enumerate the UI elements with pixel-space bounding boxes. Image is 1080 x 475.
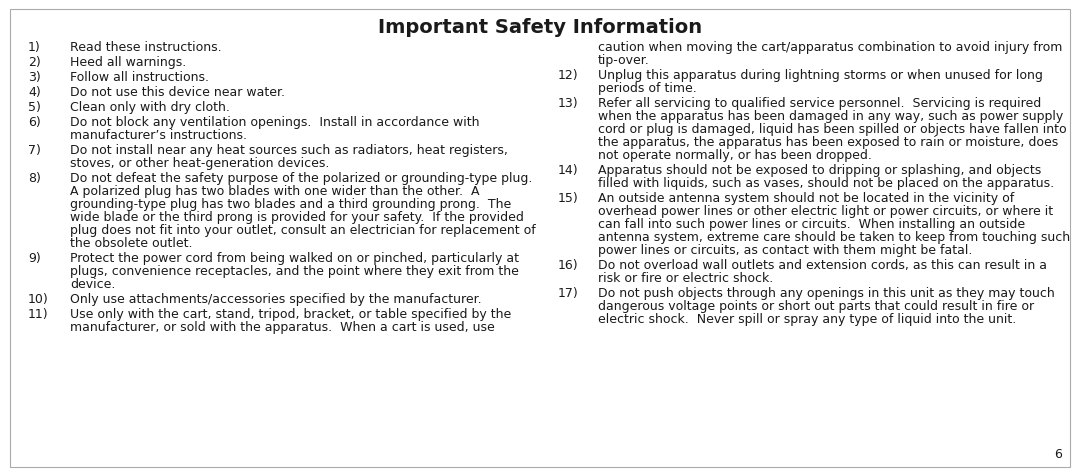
Text: manufacturer’s instructions.: manufacturer’s instructions. bbox=[70, 129, 247, 142]
Text: 5): 5) bbox=[28, 101, 41, 114]
Text: 12): 12) bbox=[558, 69, 579, 82]
Text: Apparatus should not be exposed to dripping or splashing, and objects: Apparatus should not be exposed to dripp… bbox=[598, 164, 1041, 177]
Text: grounding-type plug has two blades and a third grounding prong.  The: grounding-type plug has two blades and a… bbox=[70, 198, 511, 211]
Text: 15): 15) bbox=[558, 192, 579, 205]
Text: A polarized plug has two blades with one wider than the other.  A: A polarized plug has two blades with one… bbox=[70, 185, 480, 198]
Text: Do not defeat the safety purpose of the polarized or grounding-type plug.: Do not defeat the safety purpose of the … bbox=[70, 172, 532, 185]
Text: Do not push objects through any openings in this unit as they may touch: Do not push objects through any openings… bbox=[598, 287, 1055, 300]
Text: 6: 6 bbox=[1054, 448, 1062, 461]
Text: not operate normally, or has been dropped.: not operate normally, or has been droppe… bbox=[598, 149, 872, 162]
Text: 17): 17) bbox=[558, 287, 579, 300]
Text: Clean only with dry cloth.: Clean only with dry cloth. bbox=[70, 101, 230, 114]
Text: Use only with the cart, stand, tripod, bracket, or table specified by the: Use only with the cart, stand, tripod, b… bbox=[70, 308, 511, 321]
Text: cord or plug is damaged, liquid has been spilled or objects have fallen into: cord or plug is damaged, liquid has been… bbox=[598, 123, 1067, 136]
Text: wide blade or the third prong is provided for your safety.  If the provided: wide blade or the third prong is provide… bbox=[70, 211, 524, 224]
Text: electric shock.  Never spill or spray any type of liquid into the unit.: electric shock. Never spill or spray any… bbox=[598, 313, 1016, 326]
Text: 7): 7) bbox=[28, 144, 41, 157]
Text: caution when moving the cart/apparatus combination to avoid injury from: caution when moving the cart/apparatus c… bbox=[598, 41, 1063, 54]
Text: 13): 13) bbox=[558, 97, 579, 110]
Text: Do not install near any heat sources such as radiators, heat registers,: Do not install near any heat sources suc… bbox=[70, 144, 508, 157]
Text: plug does not fit into your outlet, consult an electrician for replacement of: plug does not fit into your outlet, cons… bbox=[70, 224, 536, 237]
Text: power lines or circuits, as contact with them might be fatal.: power lines or circuits, as contact with… bbox=[598, 244, 972, 257]
Text: 3): 3) bbox=[28, 71, 41, 84]
Text: when the apparatus has been damaged in any way, such as power supply: when the apparatus has been damaged in a… bbox=[598, 110, 1063, 123]
Text: 9): 9) bbox=[28, 252, 41, 265]
Text: overhead power lines or other electric light or power circuits, or where it: overhead power lines or other electric l… bbox=[598, 205, 1053, 218]
Text: plugs, convenience receptacles, and the point where they exit from the: plugs, convenience receptacles, and the … bbox=[70, 265, 518, 278]
Text: dangerous voltage points or short out parts that could result in fire or: dangerous voltage points or short out pa… bbox=[598, 300, 1035, 313]
Text: tip-over.: tip-over. bbox=[598, 54, 650, 67]
Text: Only use attachments/accessories specified by the manufacturer.: Only use attachments/accessories specifi… bbox=[70, 293, 482, 306]
Text: Heed all warnings.: Heed all warnings. bbox=[70, 56, 186, 69]
Text: the apparatus, the apparatus has been exposed to rain or moisture, does: the apparatus, the apparatus has been ex… bbox=[598, 136, 1058, 149]
Text: 16): 16) bbox=[558, 259, 579, 272]
Text: device.: device. bbox=[70, 278, 116, 291]
Text: stoves, or other heat-generation devices.: stoves, or other heat-generation devices… bbox=[70, 157, 329, 170]
Text: can fall into such power lines or circuits.  When installing an outside: can fall into such power lines or circui… bbox=[598, 218, 1025, 231]
Text: An outside antenna system should not be located in the vicinity of: An outside antenna system should not be … bbox=[598, 192, 1014, 205]
Text: 4): 4) bbox=[28, 86, 41, 99]
Text: 2): 2) bbox=[28, 56, 41, 69]
Text: antenna system, extreme care should be taken to keep from touching such: antenna system, extreme care should be t… bbox=[598, 231, 1070, 244]
Text: Do not overload wall outlets and extension cords, as this can result in a: Do not overload wall outlets and extensi… bbox=[598, 259, 1047, 272]
Text: filled with liquids, such as vases, should not be placed on the apparatus.: filled with liquids, such as vases, shou… bbox=[598, 177, 1054, 190]
Text: Read these instructions.: Read these instructions. bbox=[70, 41, 221, 54]
Text: Unplug this apparatus during lightning storms or when unused for long: Unplug this apparatus during lightning s… bbox=[598, 69, 1043, 82]
Text: Follow all instructions.: Follow all instructions. bbox=[70, 71, 210, 84]
Text: manufacturer, or sold with the apparatus.  When a cart is used, use: manufacturer, or sold with the apparatus… bbox=[70, 321, 495, 334]
Text: Do not block any ventilation openings.  Install in accordance with: Do not block any ventilation openings. I… bbox=[70, 116, 480, 129]
Text: Do not use this device near water.: Do not use this device near water. bbox=[70, 86, 285, 99]
Text: periods of time.: periods of time. bbox=[598, 82, 697, 95]
Text: risk or fire or electric shock.: risk or fire or electric shock. bbox=[598, 272, 773, 285]
Text: 6): 6) bbox=[28, 116, 41, 129]
Text: 8): 8) bbox=[28, 172, 41, 185]
Text: Refer all servicing to qualified service personnel.  Servicing is required: Refer all servicing to qualified service… bbox=[598, 97, 1041, 110]
Text: 1): 1) bbox=[28, 41, 41, 54]
Text: Protect the power cord from being walked on or pinched, particularly at: Protect the power cord from being walked… bbox=[70, 252, 519, 265]
Text: 10): 10) bbox=[28, 293, 49, 306]
Text: 11): 11) bbox=[28, 308, 49, 321]
Text: the obsolete outlet.: the obsolete outlet. bbox=[70, 237, 192, 250]
Text: Important Safety Information: Important Safety Information bbox=[378, 18, 702, 37]
Text: 14): 14) bbox=[558, 164, 579, 177]
